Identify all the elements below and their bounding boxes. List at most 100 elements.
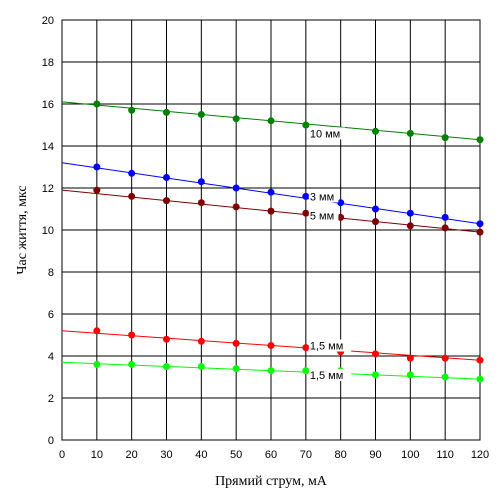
x-tick-label: 20 [126,449,138,461]
data-point [441,373,449,381]
x-tick-label: 110 [436,449,454,461]
data-point [406,222,414,230]
y-tick-label: 18 [42,57,54,69]
y-tick-label: 14 [42,141,54,153]
x-axis: 0 10 20 30 40 50 60 70 80 90 100 110 120 [59,449,489,461]
x-tick-label: 0 [59,449,65,461]
data-point [128,331,136,339]
y-tick-label: 16 [42,99,54,111]
data-point [302,344,310,352]
data-point [128,360,136,368]
data-point [128,169,136,177]
data-point [441,134,449,142]
data-point [372,371,379,379]
series-label-bg [308,339,352,352]
x-tick-label: 10 [91,449,103,461]
data-point [372,205,379,213]
series-layer: 10 мм 3 мм 5 мм 1,5 мм 1,5 мм [61,100,484,383]
data-point [476,356,484,364]
y-tick-label: 12 [42,183,54,195]
data-point [232,115,240,123]
x-tick-label: 70 [300,449,312,461]
y-tick-label: 4 [48,351,54,363]
data-point [197,337,205,345]
x-tick-label: 60 [265,449,277,461]
x-tick-label: 30 [160,449,172,461]
x-tick-label: 40 [195,449,207,461]
x-tick-label: 100 [401,449,419,461]
series-4: 1,5 мм [61,327,484,364]
data-point [337,199,345,207]
series-label: 10 мм [310,128,340,140]
data-point [93,186,101,194]
data-point [267,342,275,349]
data-point [302,209,310,217]
x-tick-label: 90 [369,449,381,461]
series-label-bg [308,190,339,203]
data-point [267,367,275,375]
y-tick-label: 2 [48,393,54,405]
y-tick-label: 0 [48,435,54,447]
data-point [197,199,205,207]
series-2: 3 мм [61,162,484,228]
data-point [163,363,170,370]
data-point [476,136,484,144]
data-point [197,178,205,186]
data-point [302,192,310,200]
data-point [93,360,101,368]
data-point [267,188,275,196]
data-point [163,335,170,343]
data-point [232,339,240,347]
series-label: 1,5 мм [310,341,343,353]
data-point [337,213,345,221]
series-1: 10 мм [61,100,484,144]
data-point [372,350,379,358]
data-point [302,367,310,375]
data-point [267,207,275,215]
data-point [93,327,101,335]
data-point [441,224,449,232]
y-tick-label: 20 [42,15,54,27]
x-tick-label: 120 [471,449,489,461]
data-point [163,174,170,181]
series-label: 3 мм [310,191,334,203]
x-axis-title: Прямий струм, мА [215,474,328,489]
data-point [232,365,240,373]
data-point [232,184,240,192]
data-point [406,209,414,217]
y-axis-title: Час життя, мкс [15,185,30,274]
data-point [128,192,136,200]
data-point [441,213,449,221]
series-label-bg [308,127,345,140]
data-point [372,218,379,226]
series-label: 1,5 мм [310,370,343,382]
data-point [406,354,414,362]
series-3: 5 мм [61,186,484,236]
series-label-bg [308,368,352,381]
data-point [267,117,275,125]
data-point [406,371,414,379]
data-point [197,111,205,118]
data-point [93,100,101,108]
data-point [128,106,136,114]
data-point [197,363,205,370]
data-point [476,228,484,236]
series-label: 5 мм [310,210,334,222]
y-tick-label: 10 [42,225,54,237]
y-tick-label: 8 [48,267,54,279]
data-point [441,354,449,362]
data-point [232,203,240,211]
data-point [406,129,414,137]
data-point [476,220,484,228]
series-label-bg [308,209,339,222]
x-tick-label: 80 [335,449,347,461]
data-point [302,121,310,129]
x-tick-label: 50 [230,449,242,461]
data-point [476,375,484,383]
data-point [163,108,170,116]
data-point [93,163,101,171]
y-tick-label: 6 [48,309,54,321]
series-5: 1,5 мм [61,360,484,383]
y-axis: 0 2 4 6 8 10 12 14 16 18 20 [42,15,54,447]
